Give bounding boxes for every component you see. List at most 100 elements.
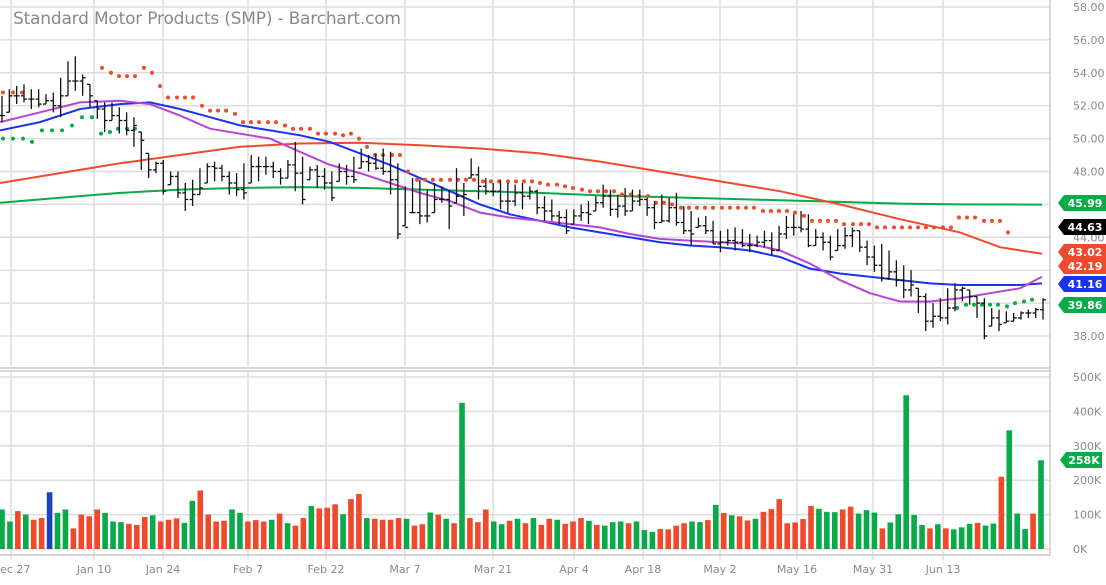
sar-dot bbox=[308, 126, 312, 131]
sar-dot bbox=[30, 139, 34, 144]
parabolic-sar bbox=[1, 65, 1034, 311]
badge-text: 44.63 bbox=[1068, 221, 1103, 234]
volume-bar bbox=[728, 515, 735, 549]
sar-dot bbox=[90, 115, 94, 120]
volume-bar bbox=[229, 509, 235, 549]
sar-dot bbox=[988, 302, 992, 307]
sar-dot bbox=[703, 205, 707, 210]
volume-bar bbox=[165, 519, 172, 549]
sar-dot bbox=[892, 225, 896, 230]
volume-bar bbox=[221, 520, 227, 549]
sar-dot bbox=[158, 83, 162, 88]
volume-bar bbox=[816, 508, 822, 549]
time-gridlines bbox=[10, 0, 944, 556]
volume-bar bbox=[86, 516, 93, 549]
sar-dot bbox=[208, 108, 212, 113]
sar-dot bbox=[489, 179, 493, 184]
price-axis-label: 50.00 bbox=[1073, 133, 1105, 146]
volume-bar bbox=[641, 530, 648, 549]
volume-bar bbox=[752, 518, 759, 549]
sar-dot bbox=[316, 131, 320, 136]
sar-dot bbox=[752, 205, 756, 210]
sar-dot bbox=[744, 205, 748, 210]
volume-bar bbox=[665, 529, 672, 549]
volume-bar bbox=[784, 523, 790, 549]
volume-bar bbox=[879, 528, 886, 549]
volume-bar bbox=[506, 520, 513, 549]
sar-dot bbox=[720, 205, 724, 210]
sar-dot bbox=[291, 126, 295, 131]
badge-shape bbox=[1058, 244, 1106, 260]
sar-dot bbox=[728, 205, 732, 210]
date-axis-label: Jan 24 bbox=[145, 563, 180, 576]
volume-bar bbox=[443, 518, 449, 549]
volume-bar bbox=[118, 522, 124, 549]
volume-bar bbox=[935, 524, 941, 549]
volume-bar bbox=[919, 524, 925, 549]
sar-dot bbox=[711, 205, 715, 210]
volume-bar bbox=[966, 523, 973, 549]
volume-bar bbox=[70, 528, 77, 549]
volume-bar bbox=[102, 512, 108, 549]
volume-bar bbox=[546, 518, 553, 549]
badge-text: 41.16 bbox=[1068, 278, 1103, 291]
volume-bar bbox=[22, 514, 29, 549]
volume-bar bbox=[94, 509, 100, 549]
volume-bar bbox=[276, 513, 283, 549]
volume-bar bbox=[213, 521, 219, 549]
ma50-line bbox=[0, 101, 1043, 286]
volume-bars bbox=[0, 395, 1044, 549]
volume-bar bbox=[427, 512, 434, 549]
date-axis-label: May 16 bbox=[777, 563, 817, 576]
volume-bar bbox=[245, 521, 251, 549]
volume-bar bbox=[38, 518, 45, 549]
sar-dot bbox=[125, 74, 129, 79]
volume-bar bbox=[720, 512, 727, 549]
volume-bar bbox=[705, 520, 711, 549]
date-axis-label: Dec 27 bbox=[0, 563, 30, 576]
volume-bar bbox=[356, 493, 362, 549]
sar-dot bbox=[216, 108, 220, 113]
volume-bar bbox=[911, 514, 917, 549]
volume-bar bbox=[348, 499, 354, 549]
volume-bar bbox=[1022, 529, 1028, 549]
sar-dot bbox=[266, 120, 270, 125]
sar-dot bbox=[1, 136, 5, 141]
volume-bar bbox=[713, 504, 719, 549]
volume-bar bbox=[871, 512, 878, 549]
sar-dot bbox=[932, 225, 936, 230]
sar-dot bbox=[982, 218, 986, 223]
volume-bar bbox=[1030, 513, 1036, 549]
volume-bar bbox=[181, 522, 188, 549]
sar-dot bbox=[972, 302, 976, 307]
sar-dot bbox=[514, 179, 518, 184]
volume-bar bbox=[459, 402, 465, 549]
sar-dot bbox=[133, 74, 137, 79]
volume-axis-label: 100K bbox=[1073, 509, 1102, 522]
sar-dot bbox=[604, 189, 608, 194]
volume-bar bbox=[855, 513, 862, 549]
price-axis-label: 58.00 bbox=[1073, 1, 1105, 14]
date-axis-label: Jan 10 bbox=[76, 563, 111, 576]
volume-bar bbox=[467, 518, 473, 549]
sar-dot bbox=[571, 185, 575, 190]
volume-bar bbox=[15, 511, 21, 549]
volume-bar bbox=[54, 512, 61, 549]
volume-bar bbox=[46, 492, 53, 549]
volume-bar bbox=[800, 519, 806, 549]
volume-bar bbox=[649, 531, 656, 549]
sar-dot bbox=[538, 181, 542, 186]
volume-axis-label: 200K bbox=[1073, 474, 1102, 487]
sar-dot bbox=[973, 215, 977, 220]
volume-axis-label: 400K bbox=[1073, 405, 1102, 418]
volume-bar bbox=[514, 518, 521, 549]
sar-dot bbox=[406, 169, 410, 174]
date-axis-label: May 31 bbox=[853, 563, 893, 576]
sar-dot bbox=[662, 200, 666, 205]
volume-bar bbox=[673, 525, 679, 549]
date-axis: Dec 27 Jan 10 Jan 24 Feb 7 Feb 22 Mar 7 Mar 21… bbox=[0, 555, 960, 576]
volume-bar bbox=[435, 514, 442, 549]
sar-dot bbox=[50, 128, 54, 133]
volume-bar bbox=[62, 509, 69, 549]
